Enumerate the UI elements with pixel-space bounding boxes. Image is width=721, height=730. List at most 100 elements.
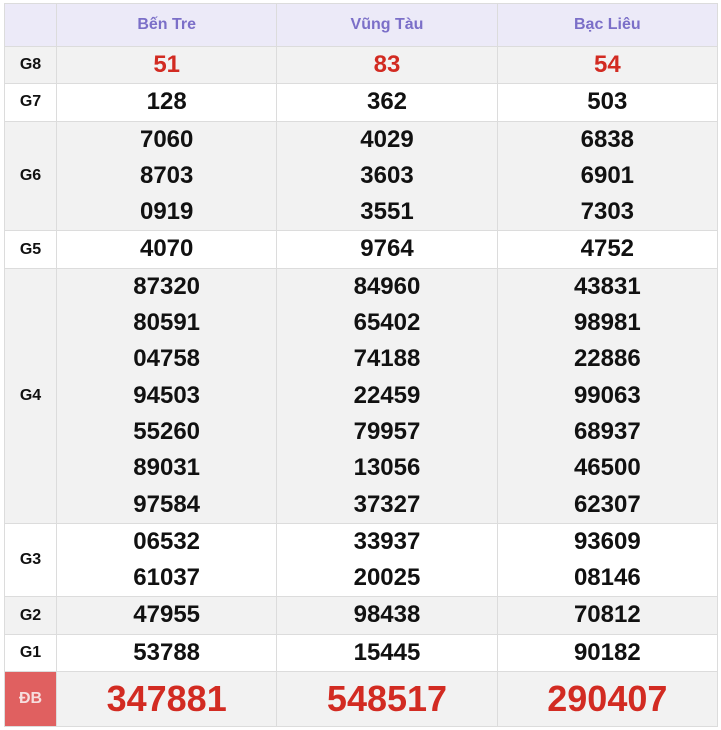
result-number: 8703 bbox=[139, 161, 194, 189]
prize-label: G7 bbox=[4, 83, 57, 122]
result-number: 83 bbox=[373, 51, 401, 78]
prize-row-g1: G1 53788 15445 90182 bbox=[4, 633, 719, 673]
result-number: 98981 bbox=[573, 309, 641, 337]
header-corner bbox=[4, 3, 57, 47]
result-number: 7060 bbox=[139, 125, 194, 153]
result-number: 4029 bbox=[360, 125, 414, 153]
result-number: 62307 bbox=[573, 490, 641, 518]
result-cell: 98438 bbox=[276, 596, 498, 635]
prize-row-g7: G7 128 362 503 bbox=[4, 83, 719, 122]
result-number: 68937 bbox=[573, 417, 641, 445]
prize-row-g5: G5 4070 9764 4752 bbox=[4, 230, 719, 269]
result-number: 3551 bbox=[360, 198, 414, 226]
result-number: 37327 bbox=[353, 490, 421, 518]
result-cell: 4752 bbox=[496, 230, 719, 269]
prize-row-g6: G6 7060 8703 0919 4029 3603 3551 6838 6901 7303 bbox=[4, 120, 719, 232]
result-cell: 33937 20025 bbox=[276, 522, 498, 598]
result-number: 7303 bbox=[580, 198, 635, 226]
prize-row-db: ĐB 347881 548517 290407 bbox=[4, 671, 719, 728]
result-number: 65402 bbox=[353, 309, 421, 337]
result-number: 94503 bbox=[133, 381, 201, 409]
result-cell: 9764 bbox=[276, 230, 498, 269]
province-header: Bạc Liêu bbox=[496, 3, 719, 47]
result-number: 13056 bbox=[353, 454, 421, 482]
result-number: 347881 bbox=[106, 678, 227, 720]
result-number: 46500 bbox=[573, 454, 641, 482]
result-number: 84960 bbox=[353, 272, 421, 300]
province-header: Vũng Tàu bbox=[276, 3, 498, 47]
result-number: 128 bbox=[146, 88, 187, 116]
result-cell: 53788 bbox=[55, 633, 278, 673]
result-cell: 47955 bbox=[55, 596, 278, 635]
prize-row-g3: G3 06532 61037 33937 20025 93609 08146 bbox=[4, 522, 719, 598]
result-cell: 06532 61037 bbox=[55, 522, 278, 598]
result-number: 04758 bbox=[133, 345, 201, 373]
result-number: 290407 bbox=[547, 678, 668, 720]
result-number: 9764 bbox=[360, 235, 414, 263]
result-number: 6838 bbox=[580, 125, 635, 153]
result-number: 87320 bbox=[133, 272, 201, 300]
prize-label: G6 bbox=[4, 120, 57, 232]
province-header: Bến Tre bbox=[55, 3, 278, 47]
result-number: 51 bbox=[153, 51, 181, 78]
result-number: 80591 bbox=[133, 309, 201, 337]
result-number: 08146 bbox=[573, 564, 641, 592]
result-cell: 128 bbox=[55, 83, 278, 122]
result-number: 4752 bbox=[580, 235, 635, 263]
result-cell: 6838 6901 7303 bbox=[496, 120, 719, 232]
result-cell: 93609 08146 bbox=[496, 522, 719, 598]
prize-label: G3 bbox=[4, 522, 57, 598]
result-number: 43831 bbox=[573, 272, 641, 300]
result-number: 98438 bbox=[353, 601, 421, 629]
result-cell: 84960 65402 74188 22459 79957 13056 37327 bbox=[276, 267, 498, 524]
result-number: 74188 bbox=[353, 345, 421, 373]
result-number: 20025 bbox=[353, 564, 421, 592]
result-cell: 54 bbox=[496, 45, 719, 85]
result-cell: 347881 bbox=[55, 671, 278, 728]
result-number: 6901 bbox=[580, 161, 635, 189]
result-cell: 43831 98981 22886 99063 68937 46500 62307 bbox=[496, 267, 719, 524]
result-cell: 362 bbox=[276, 83, 498, 122]
result-cell: 7060 8703 0919 bbox=[55, 120, 278, 232]
result-number: 93609 bbox=[573, 527, 641, 555]
prize-row-g2: G2 47955 98438 70812 bbox=[4, 596, 719, 635]
prize-label: G2 bbox=[4, 596, 57, 635]
result-number: 55260 bbox=[133, 417, 201, 445]
result-number: 0919 bbox=[139, 198, 194, 226]
result-number: 33937 bbox=[353, 527, 421, 555]
result-cell: 290407 bbox=[496, 671, 719, 728]
result-number: 53788 bbox=[133, 638, 201, 666]
result-number: 79957 bbox=[353, 417, 421, 445]
result-cell: 15445 bbox=[276, 633, 498, 673]
prize-row-g4: G4 87320 80591 04758 94503 55260 89031 97584 849… bbox=[4, 267, 719, 524]
header-row: Bến Tre Vũng Tàu Bạc Liêu bbox=[4, 3, 719, 47]
result-number: 90182 bbox=[573, 638, 641, 666]
result-number: 22886 bbox=[573, 345, 641, 373]
prize-label: G8 bbox=[4, 45, 57, 85]
result-cell: 548517 bbox=[276, 671, 498, 728]
prize-label: G5 bbox=[4, 230, 57, 269]
result-number: 70812 bbox=[573, 601, 641, 629]
result-cell: 503 bbox=[496, 83, 719, 122]
result-cell: 90182 bbox=[496, 633, 719, 673]
result-number: 15445 bbox=[353, 638, 421, 666]
result-cell: 51 bbox=[55, 45, 278, 85]
result-cell: 4070 bbox=[55, 230, 278, 269]
result-cell: 4029 3603 3551 bbox=[276, 120, 498, 232]
prize-row-g8: G8 51 83 54 bbox=[4, 45, 719, 85]
result-cell: 83 bbox=[276, 45, 498, 85]
result-number: 4070 bbox=[139, 235, 194, 263]
prize-label: G1 bbox=[4, 633, 57, 673]
lottery-results-table: Bến Tre Vũng Tàu Bạc Liêu G8 51 83 54 G7 128 3… bbox=[4, 3, 719, 728]
result-number: 548517 bbox=[326, 678, 448, 720]
result-number: 54 bbox=[593, 51, 621, 78]
result-number: 06532 bbox=[133, 527, 201, 555]
result-cell: 87320 80591 04758 94503 55260 89031 97584 bbox=[55, 267, 278, 524]
result-number: 61037 bbox=[133, 564, 201, 592]
result-number: 89031 bbox=[133, 454, 201, 482]
result-number: 47955 bbox=[133, 601, 201, 629]
result-number: 22459 bbox=[353, 381, 421, 409]
result-number: 99063 bbox=[573, 381, 641, 409]
prize-label: G4 bbox=[4, 267, 57, 524]
result-number: 3603 bbox=[360, 161, 414, 189]
